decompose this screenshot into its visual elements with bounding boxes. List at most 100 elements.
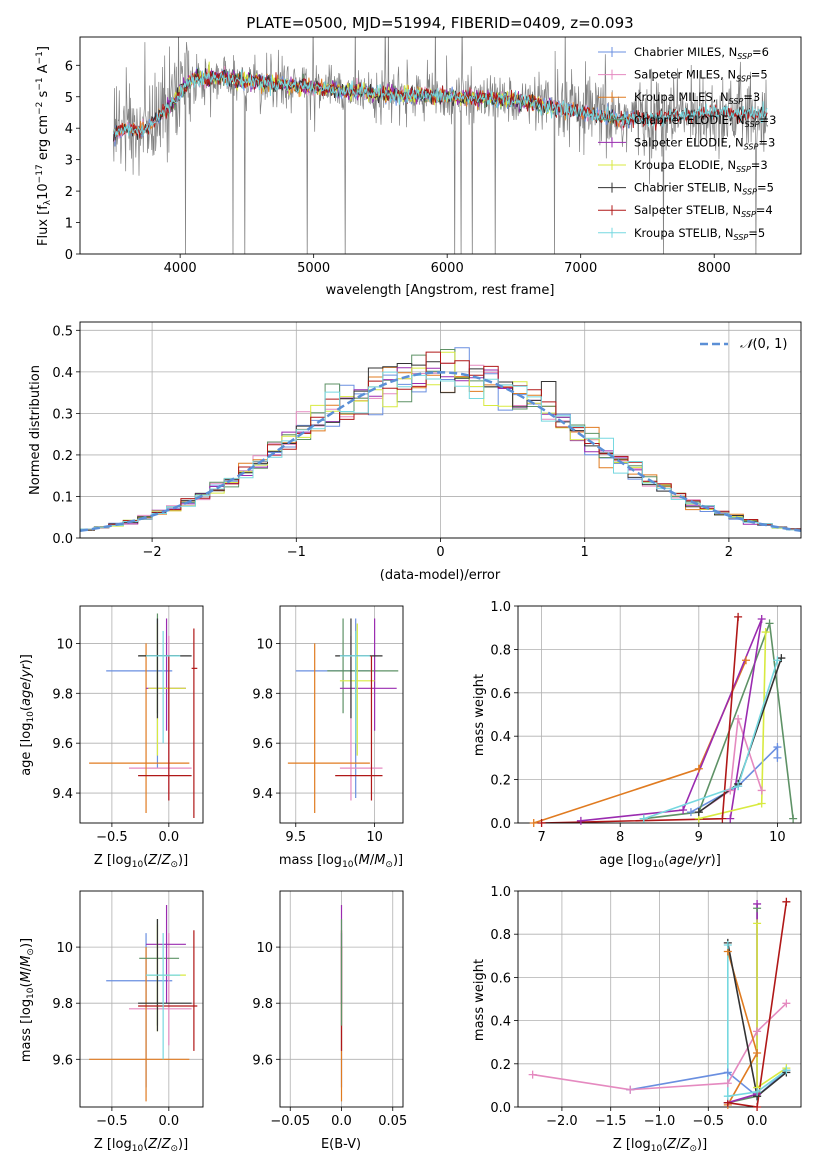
spectrum-ylabel: Flux [fλ10−17 erg cm−2 s−1 A−1]	[35, 46, 53, 246]
spectrum-panel: 4000 5000 6000 7000 8000 0 1 2 3 4 5 6	[65, 36, 802, 276]
plot-area	[80, 347, 801, 532]
plot-area	[89, 613, 198, 819]
axes-frame	[79, 890, 204, 1108]
plot-area	[533, 616, 794, 823]
y-tick-label: 2	[65, 185, 73, 200]
x-tick-label: −0.5	[96, 1114, 128, 1129]
y-tick-label: 6	[65, 59, 73, 74]
weight-marker-salpeter_miles	[753, 1027, 762, 1036]
model-line-kroupa_stelib	[112, 69, 768, 138]
legend-label-chabrier_miles: Chabrier MILES, NSSP=6	[634, 45, 769, 61]
mass-vs-ebv-panel: −0.05 0.0 0.05 9.6 9.8 10	[252, 890, 407, 1129]
weight-marker-salpeter_stelib	[718, 814, 727, 823]
weight-z-ylabel: mass weight	[472, 959, 487, 1041]
y-tick-label: 0.6	[490, 687, 511, 702]
y-tick-label: 0.4	[490, 730, 511, 745]
weight-age-ylabel: mass weight	[472, 674, 487, 756]
legend-label-kroupa_stelib: Kroupa STELIB, NSSP=5	[634, 226, 765, 242]
weight-marker-salpeter_stelib	[734, 612, 743, 621]
x-tick-label: 5000	[297, 261, 330, 276]
weight-marker-salpeter_miles	[723, 1079, 732, 1088]
spectrum-xlabel: wavelength [Angstrom, rest frame]	[326, 283, 555, 298]
x-tick-label: 8	[616, 830, 624, 845]
y-tick-label: 1	[65, 217, 73, 232]
x-tick-label: −0.5	[693, 1114, 725, 1129]
weight-line-kroupa_stelib	[643, 660, 779, 820]
y-tick-label: 0.2	[52, 449, 73, 464]
spectrum-title: PLATE=0500, MJD=51994, FIBERID=0409, z=0…	[246, 14, 633, 32]
weight-marker-kroupa_miles	[694, 764, 703, 773]
weight-marker-salpeter_elodie	[753, 899, 762, 908]
grid-lines	[280, 606, 403, 823]
weight-age-xlabel: age [log10(age/yr)]	[599, 853, 721, 870]
x-tick-label: 7000	[564, 261, 597, 276]
age-vs-mass-panel: 9.5 10 9.4 9.6 9.8 10	[252, 605, 404, 845]
y-tick-label: 0.5	[52, 324, 73, 339]
weight-line-chabrier_miles	[630, 1069, 787, 1098]
y-tick-label: 0.0	[490, 817, 511, 832]
x-tick-label: 2	[725, 545, 733, 560]
x-tick-label: 7	[537, 830, 545, 845]
axes-frame	[279, 605, 404, 824]
axes-frame	[79, 36, 802, 255]
y-tick-label: 0.8	[490, 643, 511, 658]
weight-marker-kroupa_stelib	[723, 941, 732, 949]
age-z-xlabel: Z [log10(Z/Z⊙)]	[94, 853, 188, 870]
weight-line-kroupa_stelib	[726, 945, 787, 1098]
weight-vs-age-panel: 7 8 9 10 0.0 0.2 0.4 0.6 0.8 1.0	[490, 600, 802, 845]
y-tick-label: 0.6	[490, 971, 511, 986]
weight-marker-kroupa_miles	[741, 656, 750, 665]
weight-marker-salpeter_miles	[528, 1070, 537, 1079]
weight-marker-chabrier_miles	[773, 753, 782, 762]
residual-ylabel: Normed distribution	[28, 365, 43, 495]
x-tick-label: −1.5	[595, 1114, 627, 1129]
x-tick-label: −1.0	[644, 1114, 676, 1129]
y-tick-label: 9.8	[252, 997, 273, 1012]
legend-label-normal: 𝒩(0, 1)	[740, 337, 787, 352]
weight-line-salpeter_miles	[698, 718, 763, 813]
y-tick-label: 9.4	[252, 787, 273, 802]
weight-marker-kroupa_miles	[753, 1049, 762, 1057]
weight-marker-chabrier_elodie	[765, 619, 774, 628]
x-tick-label: 8000	[698, 261, 731, 276]
x-tick-label: 0.0	[331, 1114, 352, 1129]
weight-marker-chabrier_stelib	[694, 808, 703, 817]
weight-marker-salpeter_miles	[726, 786, 735, 795]
x-tick-label: 4000	[164, 261, 197, 276]
weight-marker-chabrier_miles	[723, 1068, 732, 1077]
y-tick-label: 9.6	[252, 1053, 273, 1068]
weight-line-chabrier_stelib	[698, 657, 783, 813]
weight-z-xlabel: Z [log10(Z/Z⊙)]	[613, 1137, 707, 1154]
plot-area	[287, 618, 399, 814]
hist-salpeter_stelib	[80, 351, 801, 530]
y-tick-label: 1.0	[490, 885, 511, 900]
grid-lines	[80, 891, 203, 1107]
weight-line-salpeter_elodie	[580, 618, 763, 822]
x-tick-label: 10	[366, 830, 383, 845]
y-tick-label: 4	[65, 122, 73, 137]
legend-label-salpeter_elodie: Salpeter ELODIE, NSSP=3	[634, 135, 775, 151]
axes-frame	[79, 605, 204, 824]
y-tick-label: 1.0	[490, 600, 511, 615]
weight-marker-kroupa_elodie	[761, 628, 770, 637]
x-tick-label: −2	[143, 545, 162, 560]
y-tick-label: 0.1	[52, 490, 73, 505]
y-tick-label: 9.8	[52, 687, 73, 702]
weight-marker-kroupa_stelib	[723, 1092, 732, 1101]
x-tick-label: 1	[581, 545, 589, 560]
y-tick-label: 9.6	[252, 737, 273, 752]
weight-marker-kroupa_stelib	[734, 782, 743, 791]
weight-marker-kroupa_stelib	[782, 1066, 791, 1075]
residual-xlabel: (data-model)/error	[380, 568, 501, 583]
y-tick-label: 5	[65, 91, 73, 106]
legend-label-kroupa_miles: Kroupa MILES, NSSP=3	[634, 90, 760, 106]
weight-line-kroupa_miles	[727, 951, 758, 1106]
y-tick-label: 0.2	[490, 1058, 511, 1073]
weight-marker-salpeter_elodie	[679, 805, 688, 814]
axes-frame	[279, 890, 404, 1108]
weight-marker-kroupa_elodie	[753, 919, 762, 928]
y-tick-label: 9.6	[52, 1053, 73, 1068]
weight-marker-kroupa_miles	[529, 819, 538, 827]
y-tick-label: 10	[56, 637, 73, 652]
